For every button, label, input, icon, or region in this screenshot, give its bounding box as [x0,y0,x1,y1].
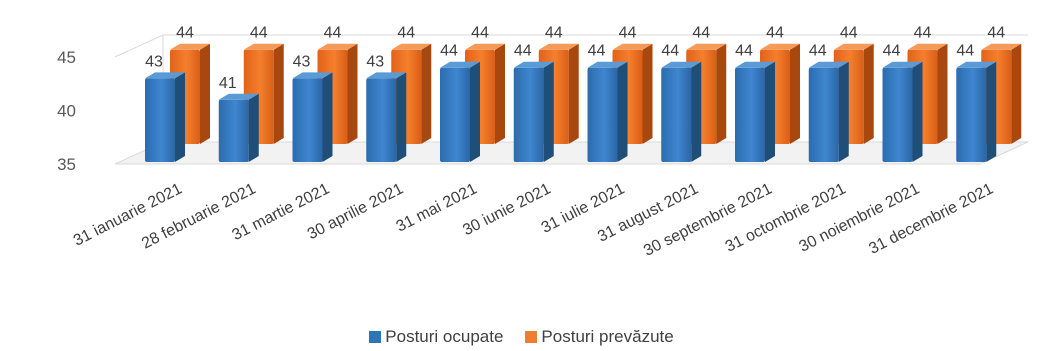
data-label-occupied: 44 [809,43,827,60]
bar-occupied [808,61,849,163]
bar-occupied [292,72,333,162]
data-label-planned: 44 [176,25,194,42]
bar-occupied [145,72,185,162]
data-labels-layer: 44 43 44 41 44 43 44 43 44 44 44 44 44 44 44 44 44 44 44 44… [145,25,1005,92]
bar-occupied [956,61,997,163]
data-label-planned: 44 [692,25,710,42]
x-tick-label: 30 septembrie 2021 [641,180,775,259]
y-tick-label: 45 [57,48,76,67]
data-label-planned: 44 [619,25,637,42]
data-label-planned: 44 [914,25,932,42]
bar-occupied [218,93,259,162]
data-label-planned: 44 [545,25,563,42]
legend-item-planned: Posturi prevăzute [525,327,674,347]
bar-occupied [735,61,775,163]
data-label-occupied: 44 [440,43,458,60]
legend-swatch-orange [525,331,538,343]
data-label-planned: 44 [987,25,1005,42]
y-tick-label: 35 [57,155,76,174]
data-label-occupied: 43 [145,53,163,70]
bar-occupied [882,61,923,163]
legend-item-occupied: Posturi ocupate [369,327,503,347]
data-label-planned: 44 [766,25,784,42]
bar-occupied [661,61,702,163]
data-label-occupied: 44 [883,43,901,60]
bar-occupied [440,61,480,163]
bars-layer [145,43,1022,163]
legend-label-occupied: Posturi ocupate [385,327,504,346]
legend-swatch-blue [369,331,382,343]
legend-label-planned: Posturi prevăzute [541,327,674,346]
bar-occupied [587,61,628,163]
data-label-planned: 44 [324,25,342,42]
data-label-occupied: 44 [661,43,679,60]
data-label-occupied: 44 [735,43,753,60]
data-label-planned: 44 [840,25,858,42]
bar-occupied [366,72,407,162]
data-label-planned: 44 [397,25,415,42]
y-axis: 35 40 45 [57,48,76,174]
data-label-planned: 44 [471,25,489,42]
data-label-occupied: 44 [588,43,606,60]
data-label-occupied: 44 [956,43,974,60]
x-tick-label: 31 octombrie 2021 [723,180,849,255]
x-tick-label: 30 noiembrie 2021 [796,180,922,255]
data-label-occupied: 43 [293,53,311,70]
y-tick-label: 40 [57,102,76,121]
legend: Posturi ocupate Posturi prevăzute [0,327,1043,347]
data-label-occupied: 41 [219,75,237,92]
data-label-planned: 44 [250,25,268,42]
bar-occupied [513,61,554,163]
x-tick-label: 31 decembrie 2021 [866,180,996,257]
data-label-occupied: 44 [514,43,532,60]
data-label-occupied: 43 [366,53,384,70]
